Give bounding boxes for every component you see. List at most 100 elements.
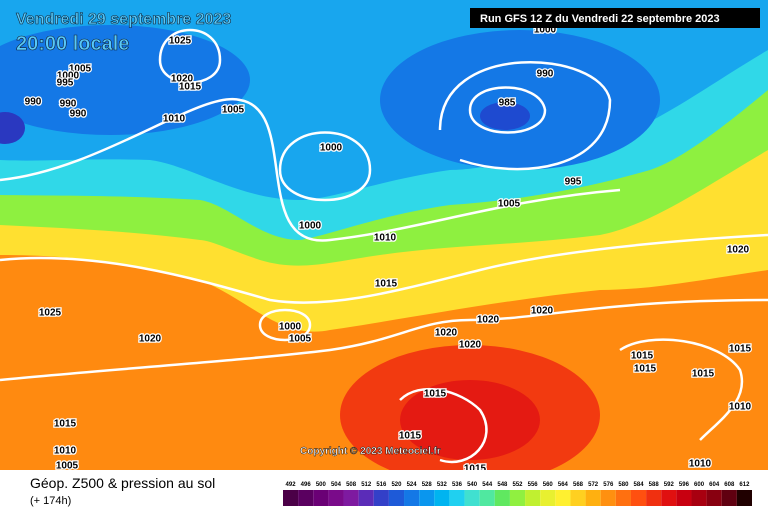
isobar-label: 1000	[320, 143, 343, 154]
run-box	[470, 8, 760, 28]
legend-swatch	[464, 490, 480, 506]
legend-swatch	[661, 490, 677, 506]
isobar-label: 990	[25, 97, 42, 108]
legend-swatch	[691, 490, 707, 506]
legend-level: 492	[286, 482, 297, 488]
isobar-label: 995	[57, 78, 74, 89]
isobar-label: 1020	[459, 340, 482, 351]
legend-swatch	[404, 490, 420, 506]
isobar-label: 1020	[435, 328, 458, 339]
legend-swatch	[570, 490, 586, 506]
isobar-label: 1010	[374, 233, 397, 244]
isobar-label: 1020	[727, 245, 750, 256]
legend-level: 532	[437, 482, 448, 488]
isobar-label: 1005	[69, 64, 92, 75]
isobar-label: 1010	[729, 402, 752, 413]
legend-level: 576	[603, 482, 614, 488]
legend-level: 528	[422, 482, 433, 488]
legend-swatch	[736, 490, 752, 506]
isobar-label: 1015	[179, 82, 202, 93]
legend-swatch	[449, 490, 465, 506]
legend-level: 524	[407, 482, 418, 488]
isobar-label: 1010	[54, 446, 77, 457]
legend-level: 568	[573, 482, 584, 488]
legend-swatch	[646, 490, 662, 506]
legend-swatch	[479, 490, 495, 506]
valid-time: 20:00 locale	[16, 33, 129, 55]
legend-swatch	[434, 490, 450, 506]
isobar-label: 1005	[498, 199, 521, 210]
legend-swatch	[509, 490, 526, 506]
isobar-label: 1015	[399, 431, 422, 442]
isobar-label: 985	[499, 98, 516, 109]
footer-title: Géop. Z500 & pression au sol	[30, 475, 215, 491]
legend-level: 596	[679, 482, 690, 488]
legend-swatch	[600, 490, 616, 506]
legend-level: 612	[739, 482, 750, 488]
isobar-label: 1025	[39, 308, 62, 319]
footer-lead: (+ 174h)	[30, 495, 71, 507]
legend-swatch	[419, 490, 435, 506]
legend-level: 516	[376, 482, 387, 488]
isobar-label: 1020	[139, 334, 162, 345]
isobars	[0, 28, 768, 464]
legend-swatch	[358, 490, 374, 506]
isobar-label: 1005	[56, 461, 79, 472]
isobar-label: 995	[565, 177, 582, 188]
legend-level: 588	[649, 482, 660, 488]
isobar-label: 1000	[279, 322, 302, 333]
legend-level: 556	[528, 482, 539, 488]
isobar-label: 990	[60, 99, 77, 110]
legend-swatch	[313, 490, 329, 506]
isobar-label: 990	[70, 109, 87, 120]
legend-swatch	[585, 490, 601, 506]
legend-level: 496	[301, 482, 312, 488]
legend-level: 512	[361, 482, 372, 488]
legend-level: 536	[452, 482, 463, 488]
isobar-label: 1015	[375, 279, 398, 290]
valid-date: Vendredi 29 septembre 2023	[16, 11, 231, 28]
isobar-label: 1025	[169, 36, 192, 47]
legend-swatch	[298, 490, 314, 506]
legend-level: 592	[664, 482, 675, 488]
legend-level: 600	[694, 482, 705, 488]
legend-swatch	[494, 490, 510, 506]
legend-level: 520	[391, 482, 402, 488]
legend-swatch	[388, 490, 405, 506]
legend-level: 548	[497, 482, 508, 488]
isobar-label: 1015	[692, 369, 715, 380]
isobar-label: 1005	[222, 105, 245, 116]
copyright: Copyright © 2023 Meteociel.fr	[300, 446, 441, 457]
isobar-label: 990	[537, 69, 554, 80]
legend-swatch	[706, 490, 722, 506]
legend-level: 580	[618, 482, 629, 488]
legend: 492 496 500 504 508 512 516 520 524 528 532 536 540 5…	[283, 482, 752, 506]
isobar-label: 1005	[289, 334, 312, 345]
isobar-label: 1015	[634, 364, 657, 375]
legend-swatch	[676, 490, 692, 506]
legend-swatch	[283, 490, 299, 506]
legend-level: 540	[467, 482, 478, 488]
legend-swatch	[721, 490, 737, 506]
legend-level: 552	[512, 482, 523, 488]
run-info: Run GFS 12 Z du Vendredi 22 septembre 20…	[480, 13, 720, 25]
isobar-label: 1000	[299, 221, 322, 232]
field	[0, 0, 768, 485]
isobar-label: 1020	[531, 306, 554, 317]
legend-swatch	[630, 490, 647, 506]
isobar-label: 1000	[57, 71, 80, 82]
legend-swatch	[615, 490, 631, 506]
isobar-label: 1020	[477, 315, 500, 326]
isobar-label: 1015	[424, 389, 447, 400]
legend-level: 572	[588, 482, 599, 488]
legend-level: 544	[482, 482, 493, 488]
legend-swatch	[343, 490, 359, 506]
legend-level: 608	[724, 482, 735, 488]
legend-swatch	[328, 490, 344, 506]
isobar-label: 1015	[54, 419, 77, 430]
isobar-label: 1010	[689, 459, 712, 470]
isobar-label: 1020	[171, 74, 194, 85]
legend-level: 508	[346, 482, 357, 488]
legend-level: 584	[634, 482, 645, 488]
